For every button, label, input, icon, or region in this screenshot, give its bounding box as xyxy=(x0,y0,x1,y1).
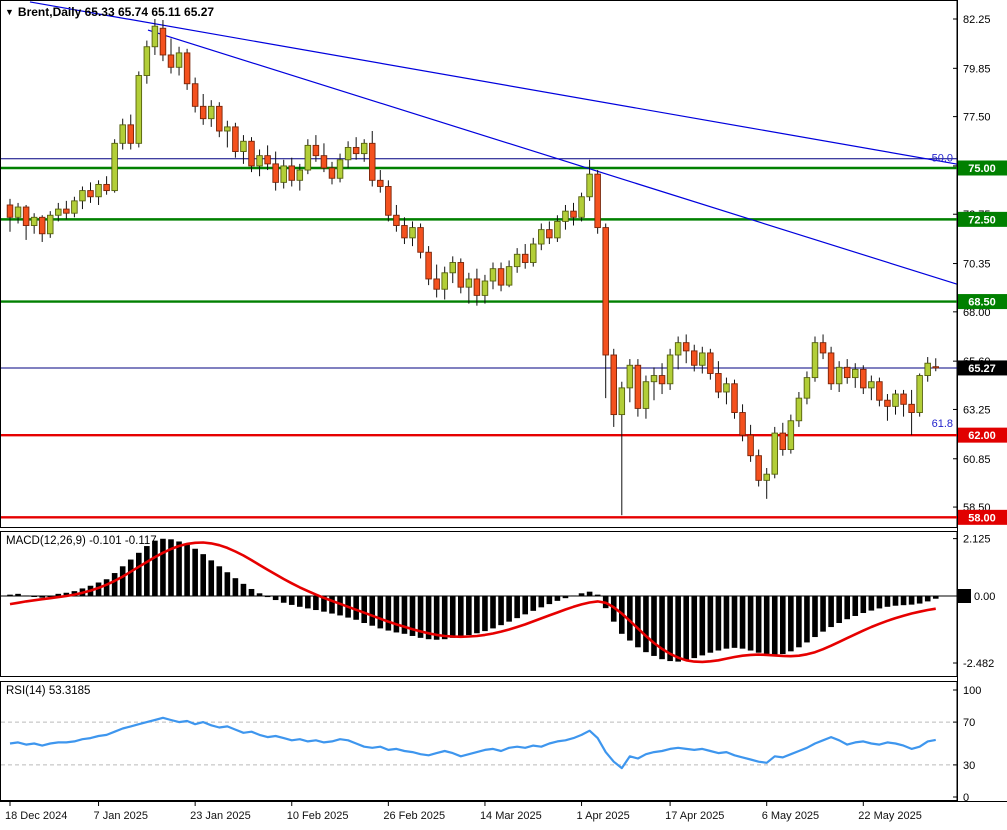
svg-text:68.50: 68.50 xyxy=(968,297,996,309)
svg-text:50.0: 50.0 xyxy=(932,153,953,165)
svg-text:23 Jan 2025: 23 Jan 2025 xyxy=(190,810,251,822)
svg-text:14 Mar 2025: 14 Mar 2025 xyxy=(480,810,542,822)
svg-text:22 May 2025: 22 May 2025 xyxy=(858,810,922,822)
svg-text:82.25: 82.25 xyxy=(963,14,991,26)
fibonacci-labels: 50.0 61.8 xyxy=(932,153,953,430)
rsi-axis-labels: 100 70 30 0 xyxy=(953,685,981,804)
svg-text:18 Dec 2024: 18 Dec 2024 xyxy=(5,810,67,822)
price-level-lines[interactable] xyxy=(1,158,957,519)
svg-text:7 Jan 2025: 7 Jan 2025 xyxy=(94,810,148,822)
panel-frames xyxy=(0,0,1007,802)
rsi-name: RSI(14) xyxy=(6,685,46,697)
price-axis-badges: 75.00 72.50 68.50 65.27 62.00 58.00 xyxy=(958,160,1007,525)
rsi-indicator-label: RSI(14) 53.3185 xyxy=(6,685,90,697)
rsi-panel xyxy=(1,716,957,770)
macd-name: MACD(12,26,9) xyxy=(6,535,86,547)
svg-text:70.35: 70.35 xyxy=(963,259,991,271)
chart-title-bar: ▼ Brent,Daily 65.33 65.74 65.11 65.27 xyxy=(5,5,214,19)
svg-text:30: 30 xyxy=(963,760,975,772)
svg-text:63.25: 63.25 xyxy=(963,404,991,416)
svg-text:10 Feb 2025: 10 Feb 2025 xyxy=(287,810,349,822)
symbol-dropdown-icon[interactable]: ▼ xyxy=(5,7,14,17)
price-candles xyxy=(6,19,940,516)
svg-text:2.125: 2.125 xyxy=(963,534,991,546)
svg-text:79.85: 79.85 xyxy=(963,63,991,75)
svg-text:68.00: 68.00 xyxy=(963,307,991,319)
ohlc-values: 65.33 65.74 65.11 65.27 xyxy=(84,5,215,19)
macd-indicator-label: MACD(12,26,9) -0.101 -0.117 xyxy=(6,535,157,547)
svg-text:58.00: 58.00 xyxy=(968,512,996,524)
svg-text:6 May 2025: 6 May 2025 xyxy=(762,810,819,822)
svg-text:26 Feb 2025: 26 Feb 2025 xyxy=(383,810,445,822)
macd-signal-line xyxy=(9,541,936,664)
svg-text:70: 70 xyxy=(963,717,975,729)
macd-histogram xyxy=(1,538,957,662)
trendlines[interactable] xyxy=(29,1,957,285)
svg-text:100: 100 xyxy=(963,685,981,697)
rsi-value: 53.3185 xyxy=(48,685,91,697)
svg-text:0: 0 xyxy=(963,792,969,804)
svg-text:77.50: 77.50 xyxy=(963,112,991,124)
svg-text:75.00: 75.00 xyxy=(968,163,996,175)
svg-text:61.8: 61.8 xyxy=(932,418,953,430)
symbol-period-label: Brent,Daily xyxy=(17,5,82,19)
svg-text:62.00: 62.00 xyxy=(968,430,996,442)
svg-text:65.27: 65.27 xyxy=(968,363,996,375)
svg-text:-2.482: -2.482 xyxy=(963,658,994,670)
svg-text:72.50: 72.50 xyxy=(968,214,996,226)
svg-text:60.85: 60.85 xyxy=(963,454,991,466)
svg-text:0.00: 0.00 xyxy=(974,591,995,603)
macd-values: -0.101 -0.117 xyxy=(89,535,157,547)
svg-text:1 Apr 2025: 1 Apr 2025 xyxy=(577,810,630,822)
svg-text:17 Apr 2025: 17 Apr 2025 xyxy=(665,810,724,822)
macd-axis-labels: 2.125 0.00 -2.482 xyxy=(953,534,995,670)
date-axis[interactable]: 18 Dec 2024 7 Jan 2025 23 Jan 2025 10 Feb 2… xyxy=(5,802,922,822)
